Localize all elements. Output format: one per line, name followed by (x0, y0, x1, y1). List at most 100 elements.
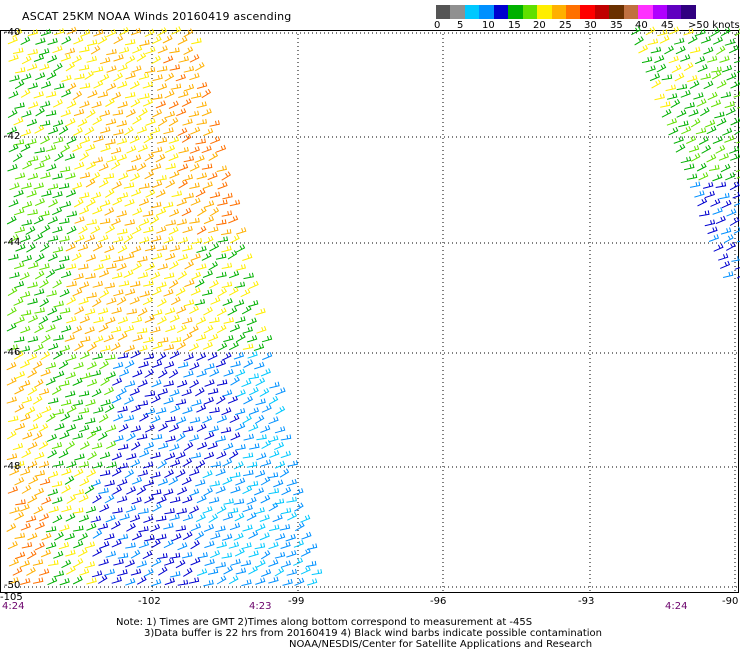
wind-barb (203, 487, 213, 497)
wind-barb (190, 452, 202, 459)
wind-barb (130, 458, 141, 468)
wind-barb (286, 568, 298, 576)
wind-barb (195, 479, 206, 487)
wind-barb (311, 568, 323, 576)
wind-barb (293, 557, 304, 566)
wind-barb (124, 288, 136, 296)
wind-barb (241, 305, 252, 315)
wind-barb (60, 270, 72, 279)
wind-barb (61, 467, 72, 476)
wind-barb (59, 431, 70, 440)
wind-barb (99, 541, 110, 549)
wind-barb (138, 360, 149, 369)
wind-barb (177, 542, 188, 551)
wind-barb (26, 138, 37, 146)
wind-barb (91, 570, 103, 578)
lon-label-90: -90 (722, 596, 739, 607)
wind-barb (182, 495, 193, 504)
scale-label: 25 (559, 20, 572, 31)
wind-barb (704, 190, 715, 199)
wind-barb (143, 280, 154, 287)
wind-barb (105, 371, 116, 380)
wind-barb (99, 469, 111, 477)
wind-barb (712, 136, 723, 144)
wind-barb (143, 568, 154, 577)
wind-barb (58, 449, 69, 459)
wind-barb (7, 286, 18, 297)
wind-barb (681, 126, 692, 135)
wind-barb (223, 498, 234, 505)
wind-barb (111, 91, 122, 101)
scale-segment (638, 5, 653, 19)
wind-barb (306, 560, 317, 567)
wind-barb (60, 109, 71, 118)
wind-barb (84, 561, 96, 569)
wind-barb (228, 450, 239, 460)
wind-barb (157, 388, 168, 396)
wind-barb (137, 469, 149, 477)
scale-segment (508, 5, 523, 19)
wind-barb (34, 253, 45, 263)
wind-barb (157, 337, 169, 344)
wind-barb (27, 29, 39, 37)
wind-barb (718, 152, 729, 161)
wind-barb (41, 334, 51, 344)
wind-barb (182, 174, 194, 182)
wind-barb (182, 332, 193, 342)
wind-barb (90, 515, 102, 523)
wind-barb (65, 549, 76, 557)
wind-barb (38, 315, 49, 325)
time-label-left: 4:24 (2, 601, 25, 612)
wind-barb (170, 296, 181, 306)
wind-barb (221, 352, 232, 361)
wind-barb (136, 485, 147, 496)
wind-barb (241, 579, 252, 587)
wind-barb (20, 88, 31, 98)
wind-barb (117, 443, 129, 451)
wind-barb (33, 232, 44, 242)
wind-barb (165, 416, 176, 423)
wind-barb (234, 281, 246, 289)
wind-barb (150, 394, 161, 404)
wind-barb (132, 207, 143, 216)
wind-barb (300, 548, 311, 557)
wind-barb (79, 151, 89, 162)
wind-barb (191, 237, 203, 244)
wind-barb (105, 97, 115, 107)
wind-barb (215, 561, 226, 569)
wind-barb (93, 135, 104, 143)
wind-barb (65, 117, 76, 127)
wind-barb (151, 35, 162, 45)
wind-barb (191, 399, 202, 407)
wind-barb (696, 162, 707, 172)
wind-barb (253, 343, 265, 351)
wind-barb (45, 144, 57, 152)
wind-barb (227, 507, 239, 514)
wind-barb (98, 178, 109, 188)
wind-barb (217, 199, 228, 206)
wind-barb (279, 468, 290, 478)
wind-barb (130, 27, 142, 36)
wind-barb (84, 541, 96, 549)
wind-barb (235, 244, 246, 253)
wind-barb (168, 226, 179, 235)
wind-barb (169, 208, 180, 217)
wind-barb (293, 539, 304, 548)
wind-barb (47, 235, 59, 242)
wind-barb (6, 322, 17, 332)
wind-barb (221, 407, 232, 416)
wind-barb (14, 477, 25, 486)
wind-barb (21, 73, 32, 81)
wind-barb (143, 336, 154, 344)
wind-barb (189, 488, 200, 497)
wind-barb (221, 171, 231, 181)
wind-barb (53, 350, 63, 360)
wind-barb (286, 478, 298, 487)
wind-barb (112, 485, 122, 495)
wind-barb (229, 324, 241, 333)
wind-barb (73, 488, 85, 496)
wind-barb (100, 376, 110, 387)
wind-barb (34, 124, 45, 134)
wind-barb (87, 451, 97, 461)
wind-barb (175, 287, 186, 296)
